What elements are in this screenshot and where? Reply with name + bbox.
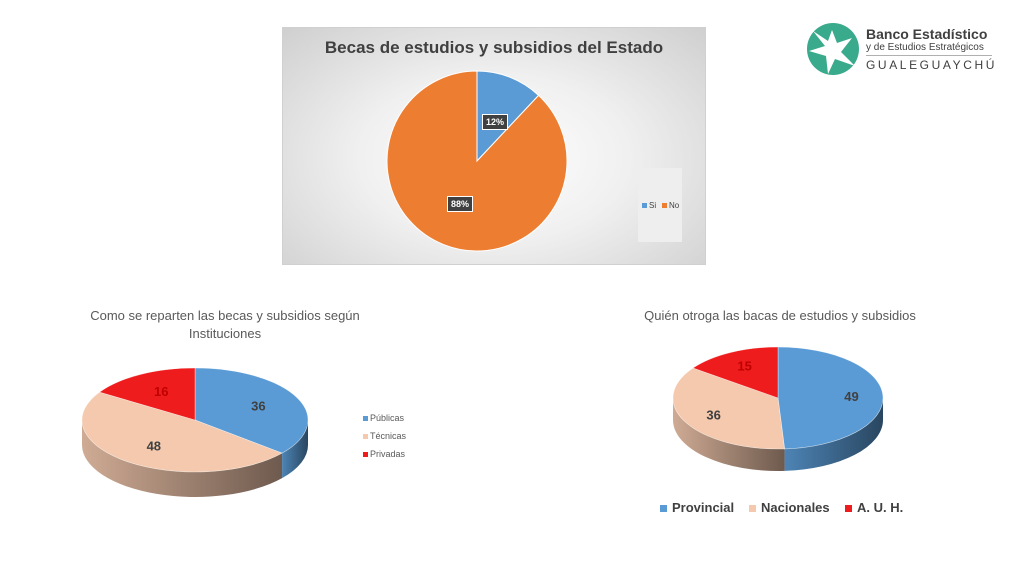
legend-item-si: Si xyxy=(642,201,656,210)
logo-emblem-icon xyxy=(807,23,859,75)
pie-slice-publicas xyxy=(194,367,309,454)
legend-label-tecnicas: Técnicas xyxy=(370,431,407,441)
data-label-privadas: 16 xyxy=(154,384,168,399)
logo-divider xyxy=(866,55,992,56)
legend-item-no: No xyxy=(662,201,679,210)
chart-becas-estado: Becas de estudios y subsidios del Estado… xyxy=(282,27,706,265)
data-label-a-u-h: 15 xyxy=(737,359,751,374)
legend-item-privadas: Privadas xyxy=(363,449,405,459)
legend-label-publicas: Públicas xyxy=(370,413,405,423)
legend-swatch-no xyxy=(662,203,667,209)
pie-slice-nacionales xyxy=(672,367,785,450)
legend-swatch-publicas xyxy=(363,416,368,422)
legend-item-provincial: Provincial xyxy=(660,500,734,515)
chart-title: Becas de estudios y subsidios del Estado xyxy=(324,38,664,57)
data-label-tecnicas: 48 xyxy=(147,438,161,453)
legend-label-si: Si xyxy=(649,201,657,210)
legend-label-nacionales: Nacionales xyxy=(761,500,830,515)
pie-side-provincial xyxy=(784,398,883,471)
chart-title-otorga: Quién otroga las bacas de estudios y sub… xyxy=(644,308,916,323)
legend-item-publicas: Públicas xyxy=(363,413,404,423)
legend-swatch-auh xyxy=(845,505,852,513)
pie-chart-instituciones: 36 48 16 xyxy=(81,367,309,497)
legend-item-tecnicas: Técnicas xyxy=(363,431,406,441)
legend: Si No xyxy=(638,168,682,242)
legend-swatch-si xyxy=(642,203,647,209)
data-label-provincial: 49 xyxy=(844,389,858,404)
legend-swatch-tecnicas xyxy=(363,434,368,440)
data-label-si: 12% xyxy=(482,114,509,130)
logo-line-3: GUALEGUAYCHÚ xyxy=(866,58,997,72)
legend-swatch-provincial xyxy=(660,505,667,513)
legend-label-privadas: Privadas xyxy=(370,449,406,459)
pie-chart-otorga: 49 36 15 xyxy=(672,346,884,471)
pie-slice-tecnicas xyxy=(81,391,283,473)
legend-label-no: No xyxy=(669,201,680,210)
legend-swatch-nacionales xyxy=(749,505,756,513)
legend-item-auh: A. U. H. xyxy=(845,500,903,515)
data-label-nacionales: 36 xyxy=(706,408,720,423)
legend-label-auh: A. U. H. xyxy=(857,500,904,515)
logo: Banco Estadístico y de Estudios Estratég… xyxy=(806,20,1006,80)
pie-slice-provincial xyxy=(777,346,884,450)
pie-side-publicas xyxy=(282,420,308,479)
pie-slice-a-u-h xyxy=(692,346,779,399)
pie-slice-no xyxy=(386,70,568,252)
chart-title-instituciones: Como se reparten las becas y subsidios s… xyxy=(90,308,360,341)
logo-line-2: y de Estudios Estratégicos xyxy=(866,42,984,53)
legend-swatch-privadas xyxy=(363,452,368,458)
pie-side-tecnicas xyxy=(82,420,283,497)
logo-line-1: Banco Estadístico xyxy=(866,26,988,42)
legend-label-provincial: Provincial xyxy=(672,500,735,515)
legend-item-nacionales: Nacionales xyxy=(749,500,830,515)
data-label-no: 88% xyxy=(447,196,474,212)
pie-side-nacionales xyxy=(673,398,785,471)
data-label-publicas: 36 xyxy=(251,399,265,414)
pie-slice-privadas xyxy=(98,367,196,421)
